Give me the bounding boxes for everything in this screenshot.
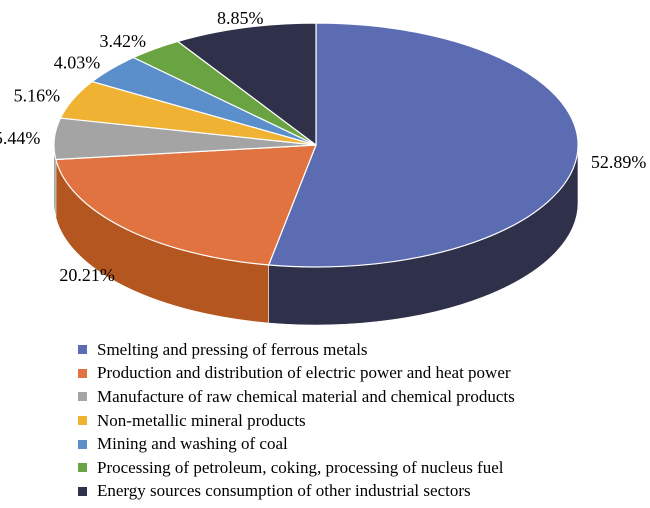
data-label-0: 52.89% [591, 152, 647, 172]
legend-label-5: Processing of petroleum, coking, process… [97, 457, 504, 477]
legend-swatch-3 [78, 416, 87, 426]
legend-label-1: Production and distribution of electric … [97, 363, 511, 383]
pie-slice-6 [177, 22, 317, 146]
legend-swatch-4 [78, 439, 87, 449]
legend-swatch-0 [78, 345, 87, 355]
data-label-5: 3.42% [100, 31, 147, 51]
legend-label-6: Energy sources consumption of other indu… [97, 481, 471, 501]
legend-swatch-2 [78, 392, 87, 402]
data-label-6: 8.85% [217, 8, 264, 28]
pie-slices [53, 22, 579, 268]
pie-slice-0 [268, 22, 579, 268]
legend-item-0: Smelting and pressing of ferrous metals [78, 338, 515, 362]
data-label-2: 5.44% [0, 128, 40, 148]
legend-item-6: Energy sources consumption of other indu… [78, 480, 515, 504]
legend-label-3: Non-metallic mineral products [97, 410, 306, 430]
legend-swatch-1 [78, 368, 87, 378]
legend-item-5: Processing of petroleum, coking, process… [78, 456, 515, 480]
legend: Smelting and pressing of ferrous metals P… [78, 338, 515, 503]
data-label-1: 20.21% [59, 265, 115, 285]
legend-item-2: Manufacture of raw chemical material and… [78, 385, 515, 409]
legend-label-0: Smelting and pressing of ferrous metals [97, 339, 368, 359]
legend-item-3: Non-metallic mineral products [78, 409, 515, 433]
legend-swatch-5 [78, 463, 87, 473]
legend-item-4: Mining and washing of coal [78, 432, 515, 456]
legend-label-2: Manufacture of raw chemical material and… [97, 386, 515, 406]
legend-item-1: Production and distribution of electric … [78, 362, 515, 386]
data-labels: 52.89% 20.21% 5.44% 5.16% 4.03%3.42% 8.85% [0, 8, 646, 285]
pie-slice-1 [55, 144, 317, 266]
legend-swatch-6 [78, 486, 87, 496]
data-label-4: 4.03% [54, 53, 101, 73]
data-label-3: 5.16% [14, 85, 61, 105]
legend-label-4: Mining and washing of coal [97, 434, 288, 454]
